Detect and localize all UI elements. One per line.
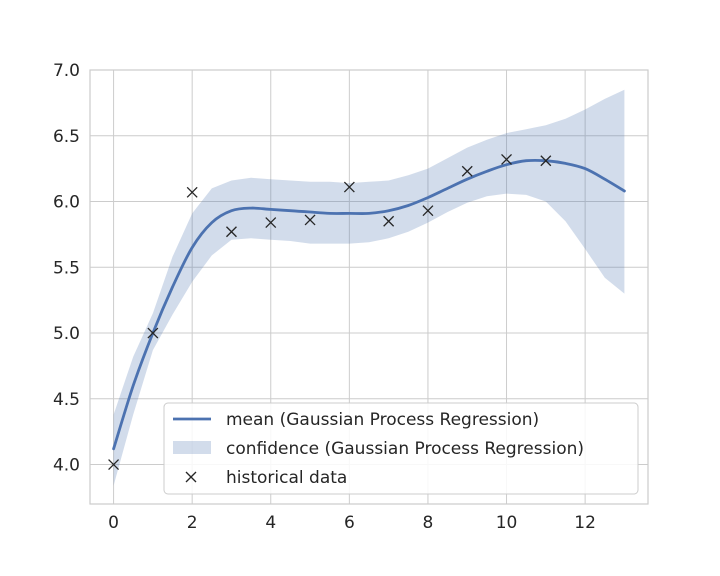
- y-tick-label: 7.0: [53, 61, 80, 81]
- data-point: [304, 214, 316, 226]
- data-point: [343, 181, 355, 193]
- y-tick-label: 6.0: [53, 193, 80, 213]
- data-point: [226, 226, 237, 238]
- data-point: [265, 217, 277, 229]
- mean-line: [112, 158, 626, 451]
- y-tick-label: 4.5: [53, 390, 80, 410]
- x-tick-label: 12: [574, 513, 596, 533]
- x-axis-ticks: 0 2 4 6 8 10 12: [108, 513, 596, 533]
- data-point: [540, 155, 552, 167]
- historical-points: [108, 153, 552, 471]
- y-tick-label: 5.5: [53, 258, 80, 278]
- data-point: [383, 215, 395, 227]
- y-tick-label: 6.5: [53, 127, 80, 147]
- legend-confidence-label: confidence (Gaussian Process Regression): [226, 439, 584, 459]
- legend: mean (Gaussian Process Regression) confi…: [163, 402, 639, 495]
- data-point: [422, 205, 434, 217]
- data-point: [147, 327, 159, 339]
- x-tick-label: 6: [344, 513, 355, 533]
- data-point: [501, 153, 512, 165]
- x-tick-label: 8: [423, 513, 434, 533]
- data-point: [186, 186, 198, 198]
- x-tick-label: 10: [496, 513, 518, 533]
- legend-confidence-swatch: [173, 441, 211, 454]
- y-tick-label: 4.0: [53, 456, 80, 476]
- legend-box: [163, 402, 639, 495]
- y-axis-ticks: 4.0 4.5 5.0 5.5 6.0 6.5 7.0: [53, 61, 80, 476]
- legend-mean-label: mean (Gaussian Process Regression): [226, 410, 539, 430]
- x-tick-label: 4: [265, 513, 276, 533]
- legend-data-swatch: [185, 471, 197, 483]
- confidence-area: [113, 89, 625, 486]
- plot-frame: [89, 69, 649, 505]
- x-tick-label: 0: [108, 513, 119, 533]
- axes-border: [89, 69, 649, 505]
- data-point: [461, 165, 473, 177]
- data-point: [108, 459, 120, 471]
- confidence-band: [113, 89, 625, 486]
- y-tick-label: 5.0: [53, 324, 80, 344]
- x-tick-label: 2: [187, 513, 198, 533]
- legend-data-label: historical data: [226, 468, 347, 488]
- mean-curve: [112, 158, 626, 451]
